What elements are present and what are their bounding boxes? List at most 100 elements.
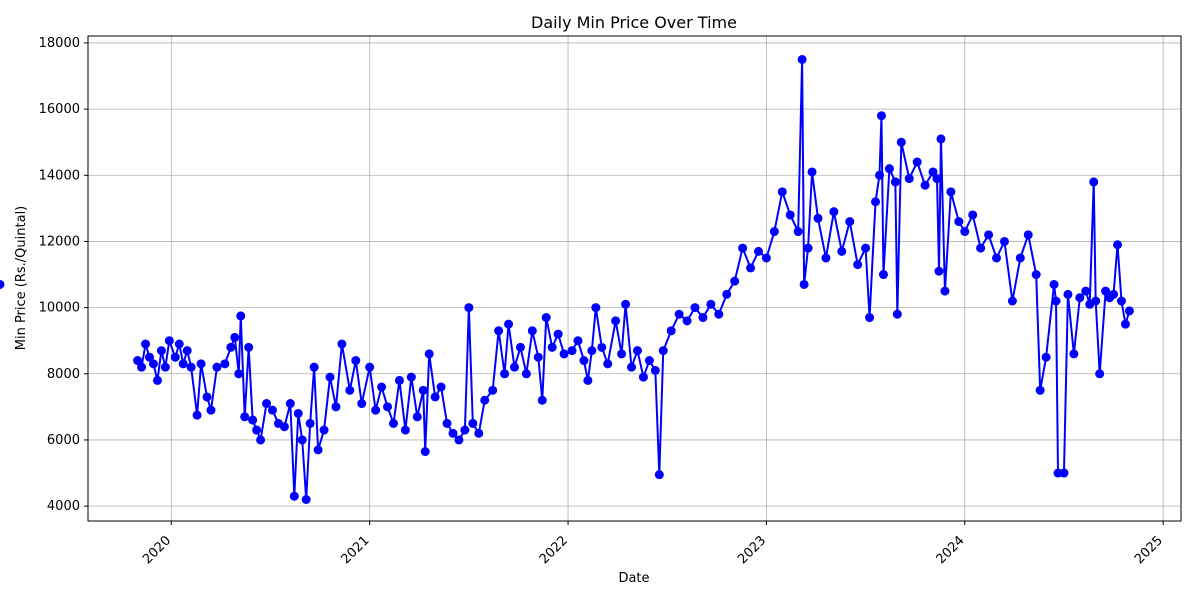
data-point	[1116, 296, 1126, 306]
data-point	[799, 279, 809, 289]
data-point	[325, 372, 335, 382]
data-point	[1049, 279, 1059, 289]
data-point	[541, 313, 551, 323]
data-point	[853, 260, 863, 270]
data-point	[892, 309, 902, 319]
data-point	[500, 369, 510, 379]
data-point	[521, 369, 531, 379]
data-point	[1113, 240, 1123, 250]
x-tick-label: 2023	[735, 533, 769, 567]
data-point	[777, 187, 787, 197]
data-point	[984, 230, 994, 240]
data-point	[591, 303, 601, 313]
data-point	[738, 243, 748, 253]
data-point	[793, 227, 803, 237]
data-point	[345, 385, 355, 395]
data-point	[1023, 230, 1033, 240]
y-tick-label: 14000	[39, 168, 80, 183]
data-point	[357, 399, 367, 409]
data-point	[813, 213, 823, 223]
data-point	[753, 246, 763, 256]
data-point	[248, 415, 258, 425]
data-point	[420, 447, 430, 457]
data-point	[876, 111, 886, 121]
data-point	[617, 349, 627, 359]
data-point	[319, 425, 329, 435]
data-point	[504, 319, 514, 329]
data-point	[746, 263, 756, 273]
data-point	[174, 339, 184, 349]
data-point	[714, 309, 724, 319]
data-point	[309, 362, 319, 372]
data-point	[164, 336, 174, 346]
data-point	[960, 227, 970, 237]
data-point	[632, 346, 642, 356]
data-point	[761, 253, 771, 263]
data-point	[1089, 177, 1099, 187]
data-point	[940, 286, 950, 296]
y-tick-label: 4000	[47, 499, 80, 514]
data-point	[156, 346, 166, 356]
data-point	[454, 435, 464, 445]
data-point	[968, 210, 978, 220]
data-point	[567, 346, 577, 356]
data-point	[674, 309, 684, 319]
data-point	[785, 210, 795, 220]
data-point	[1035, 385, 1045, 395]
data-point	[730, 276, 740, 286]
data-point	[1124, 306, 1134, 316]
data-point	[627, 362, 637, 372]
data-point	[587, 346, 597, 356]
data-point	[236, 311, 246, 321]
data-point	[992, 253, 1002, 263]
data-point	[133, 356, 143, 366]
data-point	[976, 243, 986, 253]
data-point	[170, 352, 180, 362]
data-point	[313, 445, 323, 455]
data-point	[722, 289, 732, 299]
data-line	[136, 59, 1131, 500]
data-point	[690, 303, 700, 313]
data-point	[301, 494, 311, 504]
x-tick-label: 2022	[537, 533, 571, 567]
data-point	[666, 326, 676, 336]
data-point	[388, 418, 398, 428]
data-point	[807, 167, 817, 177]
data-point	[559, 349, 569, 359]
data-point	[1101, 286, 1111, 296]
data-point	[837, 246, 847, 256]
y-tick-label: 8000	[47, 367, 80, 382]
data-point	[821, 253, 831, 263]
data-point	[509, 362, 519, 372]
data-point	[240, 412, 250, 422]
data-point	[279, 422, 289, 432]
x-axis-label: Date	[618, 571, 649, 586]
data-point	[884, 164, 894, 174]
data-point	[797, 54, 807, 64]
data-point	[912, 157, 922, 167]
data-point	[1007, 296, 1017, 306]
data-point	[252, 425, 262, 435]
data-point	[527, 326, 537, 336]
data-point	[547, 342, 557, 352]
data-point	[904, 174, 914, 184]
data-point	[182, 346, 192, 356]
data-point	[537, 395, 547, 405]
data-point	[769, 227, 779, 237]
data-point	[1041, 352, 1051, 362]
data-point	[1109, 289, 1119, 299]
data-point	[954, 217, 964, 227]
data-point	[305, 418, 315, 428]
data-point	[400, 425, 410, 435]
data-point	[383, 402, 393, 412]
data-point	[331, 402, 341, 412]
data-point	[285, 399, 295, 409]
data-point	[206, 405, 216, 415]
data-point	[436, 382, 446, 392]
data-point	[829, 207, 839, 217]
data-point	[474, 428, 484, 438]
data-point	[468, 418, 478, 428]
data-point	[533, 352, 543, 362]
data-point	[553, 329, 563, 339]
